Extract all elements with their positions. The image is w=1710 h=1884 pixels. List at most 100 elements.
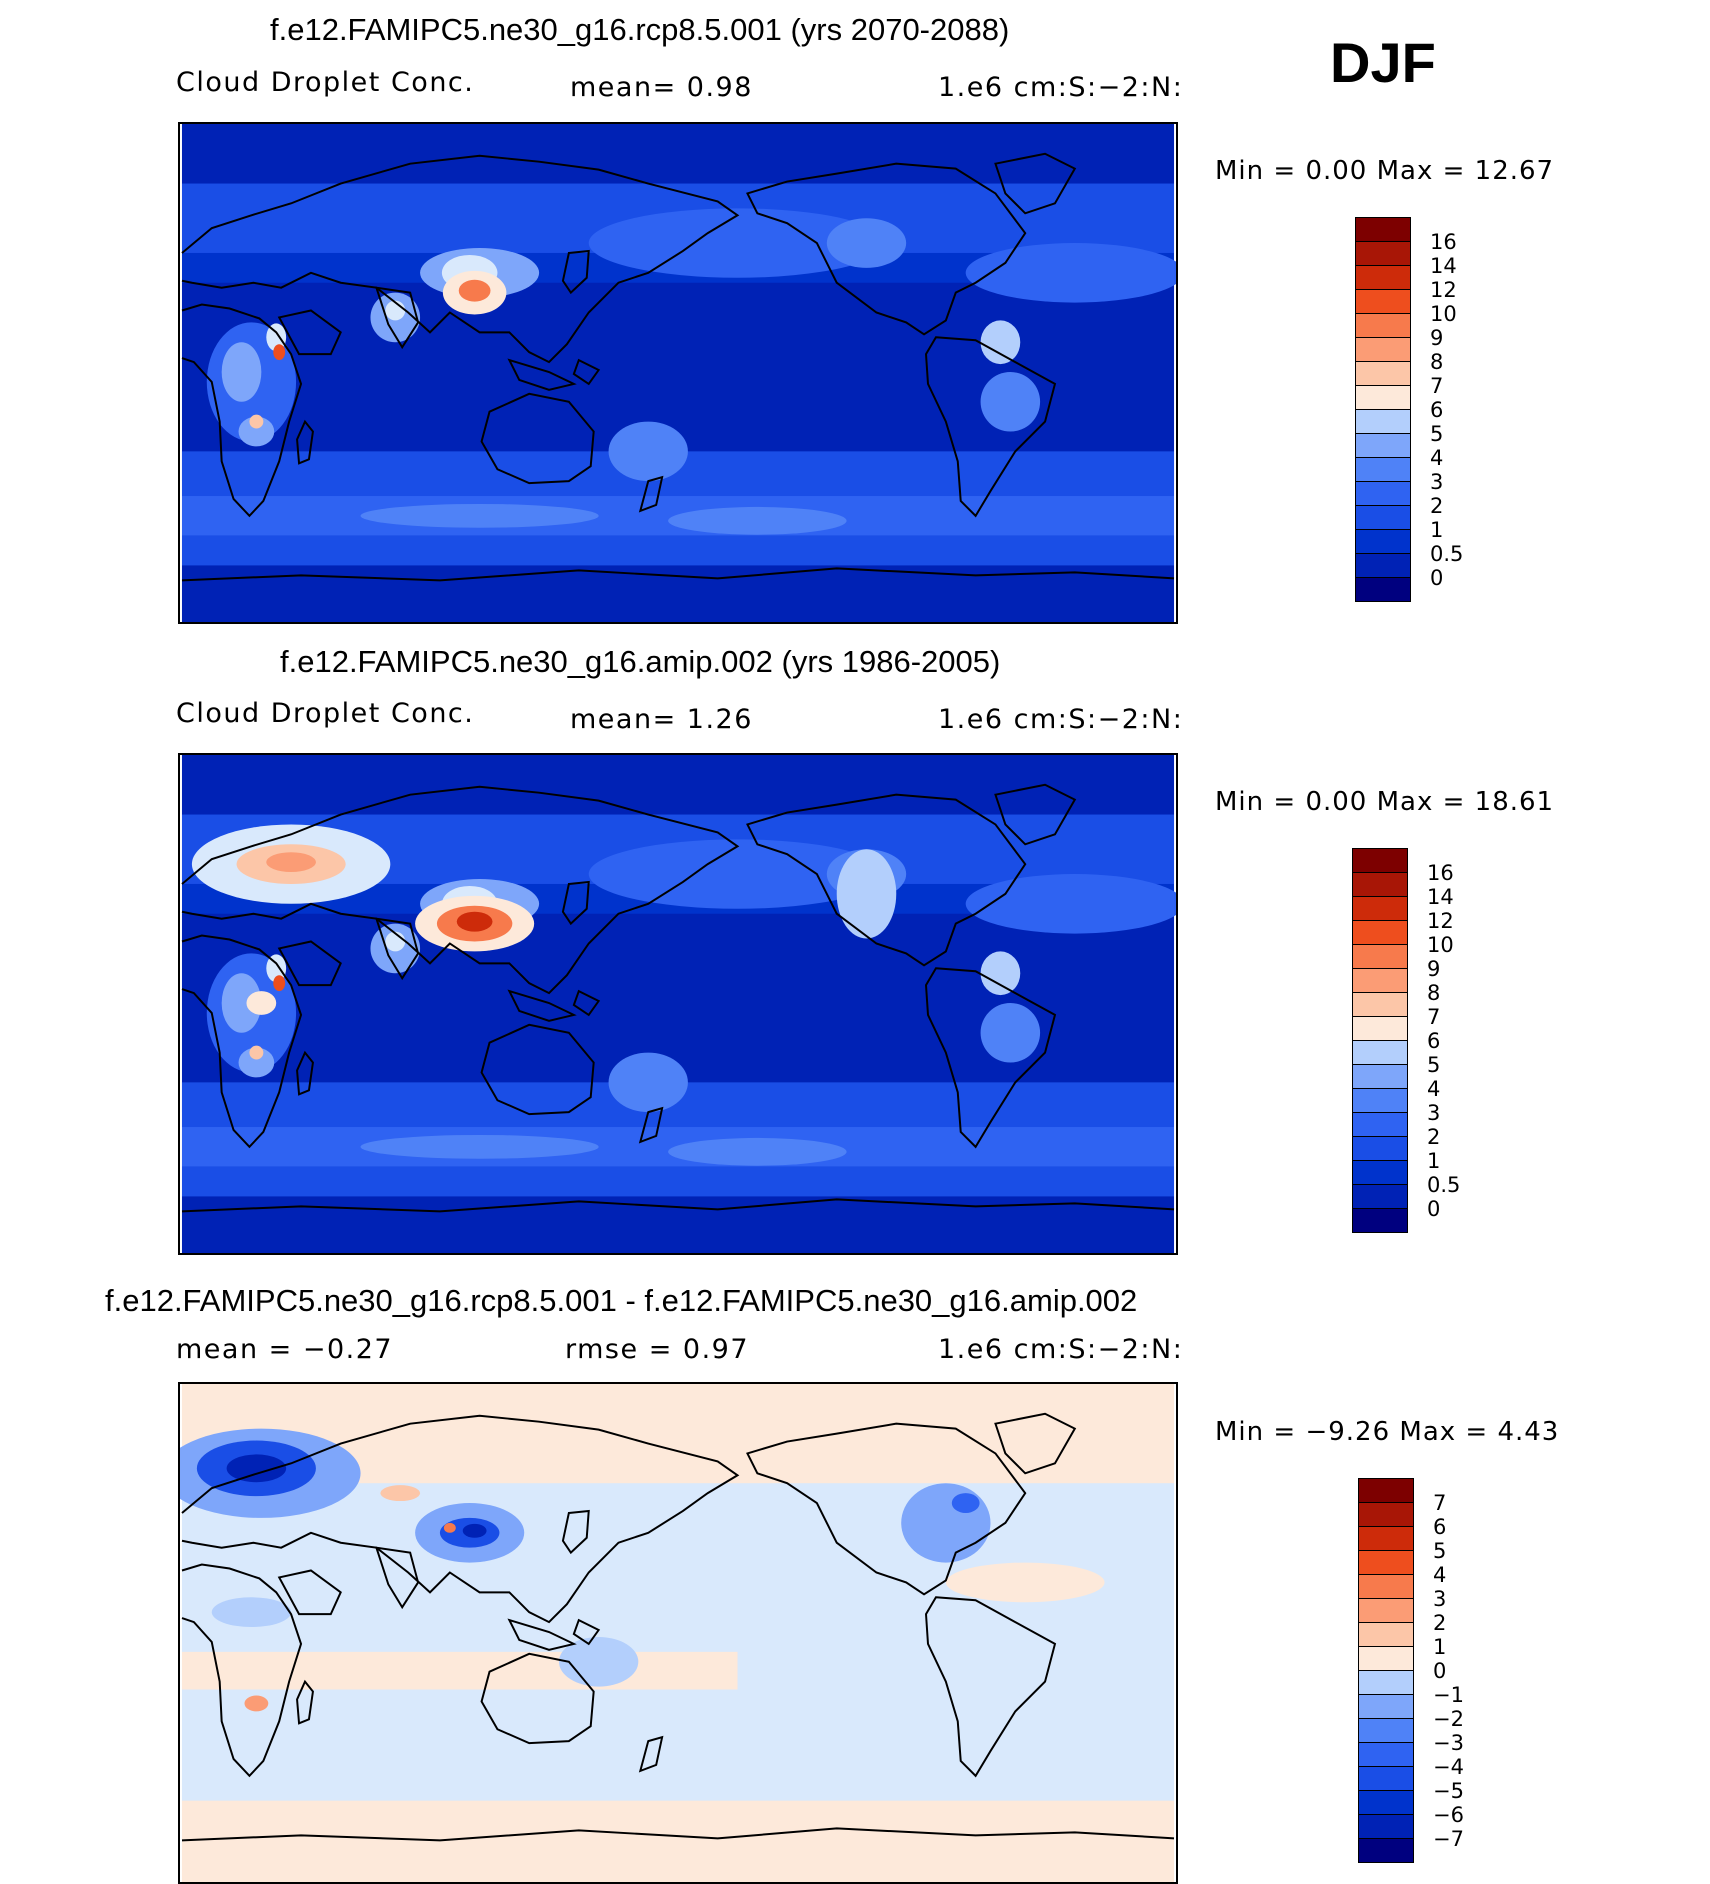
colorbar-swatch <box>1352 848 1408 873</box>
colorbar-swatch <box>1358 1646 1414 1671</box>
coastlines <box>181 152 1175 582</box>
coastline <box>994 152 1077 215</box>
colorbar-swatch <box>1355 529 1411 554</box>
coastline <box>277 1569 342 1616</box>
colorbar-swatch <box>1355 577 1411 602</box>
colorbar-swatch <box>1352 1112 1408 1137</box>
coastline <box>994 1412 1077 1475</box>
coastline <box>561 249 590 295</box>
panel-3-mean: mean = −0.27 <box>176 1334 394 1365</box>
panel-1-colorbar: 16 14 12 10 9 8 7 6 5 4 3 2 1 0.5 0 <box>1355 217 1463 602</box>
coastline <box>638 1735 664 1773</box>
panel-2-map <box>178 753 1178 1255</box>
coastlines <box>181 1412 1175 1842</box>
colorbar-label: 7 <box>1430 374 1444 398</box>
panel-1-units: 1.e6 cm:S:−2:N: <box>938 72 1184 103</box>
colorbar-swatch <box>1355 289 1411 314</box>
panel-3-title: f.e12.FAMIPC5.ne30_g16.rcp8.5.001 - f.e1… <box>105 1283 1138 1318</box>
coastline <box>924 967 1057 1149</box>
panel-3-map-svg <box>180 1384 1175 1882</box>
colorbar-label: 6 <box>1433 1515 1447 1539</box>
coastline <box>638 475 664 513</box>
colorbar-label: 5 <box>1427 1053 1441 1077</box>
colorbar-swatch <box>1355 337 1411 362</box>
colorbar-swatch <box>1352 1184 1408 1209</box>
coastline <box>374 286 420 350</box>
colorbar-label: 16 <box>1430 230 1457 254</box>
colorbar-label: 6 <box>1427 1029 1441 1053</box>
colorbar-swatch <box>1352 1208 1408 1233</box>
colorbar-swatch <box>1358 1550 1414 1575</box>
colorbar-swatch <box>1355 385 1411 410</box>
colorbar-label: 5 <box>1433 1539 1447 1563</box>
colorbar-label: −3 <box>1433 1731 1464 1755</box>
coastline <box>181 1414 740 1624</box>
colorbar-swatch <box>1358 1814 1414 1839</box>
panel-2-title: f.e12.FAMIPC5.ne30_g16.amip.002 (yrs 198… <box>280 644 1001 679</box>
colorbar-swatch <box>1358 1694 1414 1719</box>
coastline <box>638 1106 664 1144</box>
panel-2-mean: mean= 1.26 <box>570 704 753 735</box>
colorbar-label: 8 <box>1430 350 1444 374</box>
panel-1-title: f.e12.FAMIPC5.ne30_g16.rcp8.5.001 (yrs 2… <box>270 12 1010 47</box>
colorbar-label: 0.5 <box>1427 1173 1461 1197</box>
colorbar-swatch <box>1352 872 1408 897</box>
colorbar-label: 9 <box>1430 326 1444 350</box>
colorbar-swatch <box>1358 1718 1414 1743</box>
panel-2-map-svg <box>181 755 1176 1253</box>
colorbar-label: 4 <box>1433 1563 1447 1587</box>
coastline <box>181 934 303 1149</box>
colorbar-swatch <box>1355 361 1411 386</box>
colorbar-label: 16 <box>1427 861 1454 885</box>
colorbar-swatch <box>1355 241 1411 266</box>
colorbar-label: 3 <box>1433 1587 1447 1611</box>
colorbar-swatch <box>1352 968 1408 993</box>
coastline <box>181 154 740 364</box>
coastline <box>296 1050 314 1096</box>
colorbar-swatch <box>1355 409 1411 434</box>
coastline <box>572 989 601 1017</box>
panel-1-variable-label: Cloud Droplet Conc. <box>176 67 475 98</box>
coastline <box>181 1563 303 1778</box>
colorbar-label: 4 <box>1427 1077 1441 1101</box>
coastline <box>507 989 577 1022</box>
colorbar-label: −4 <box>1433 1755 1464 1779</box>
panel-2-variable-label: Cloud Droplet Conc. <box>176 698 475 729</box>
coastline <box>924 336 1057 518</box>
colorbar-label: −1 <box>1433 1683 1464 1707</box>
colorbar-swatch <box>1358 1574 1414 1599</box>
colorbar-swatch <box>1352 920 1408 945</box>
colorbar-swatch <box>1352 1064 1408 1089</box>
colorbar-swatch <box>1352 992 1408 1017</box>
colorbar-swatch <box>1355 217 1411 242</box>
panel-3-rmse: rmse = 0.97 <box>565 1334 750 1365</box>
colorbar-label: 0 <box>1430 566 1444 590</box>
colorbar-label: 8 <box>1427 981 1441 1005</box>
coastline <box>181 1827 1175 1842</box>
coastline <box>296 419 314 465</box>
colorbar-swatch <box>1358 1790 1414 1815</box>
colorbar-swatch <box>1355 265 1411 290</box>
colorbar-swatch <box>1352 1040 1408 1065</box>
coastline <box>561 1509 590 1555</box>
colorbar-swatch <box>1355 433 1411 458</box>
colorbar-label: 7 <box>1427 1005 1441 1029</box>
coastline <box>277 940 342 987</box>
colorbar-label: 5 <box>1430 422 1444 446</box>
colorbar-label: 4 <box>1430 446 1444 470</box>
colorbar-label: 1 <box>1433 1635 1447 1659</box>
coastline <box>181 785 740 995</box>
coastline <box>746 793 1027 967</box>
coastline <box>507 358 577 391</box>
colorbar-label: 3 <box>1430 470 1444 494</box>
coastline <box>480 1652 595 1745</box>
colorbar-swatch <box>1355 505 1411 530</box>
colorbar-label: 1 <box>1430 518 1444 542</box>
coastline <box>181 567 1175 582</box>
panel-1-map-svg <box>181 124 1176 622</box>
coastline <box>924 1596 1057 1778</box>
coastline <box>746 1422 1027 1596</box>
colorbar-swatch <box>1358 1742 1414 1767</box>
colorbar-label: −5 <box>1433 1779 1464 1803</box>
colorbar-label: 10 <box>1430 302 1457 326</box>
